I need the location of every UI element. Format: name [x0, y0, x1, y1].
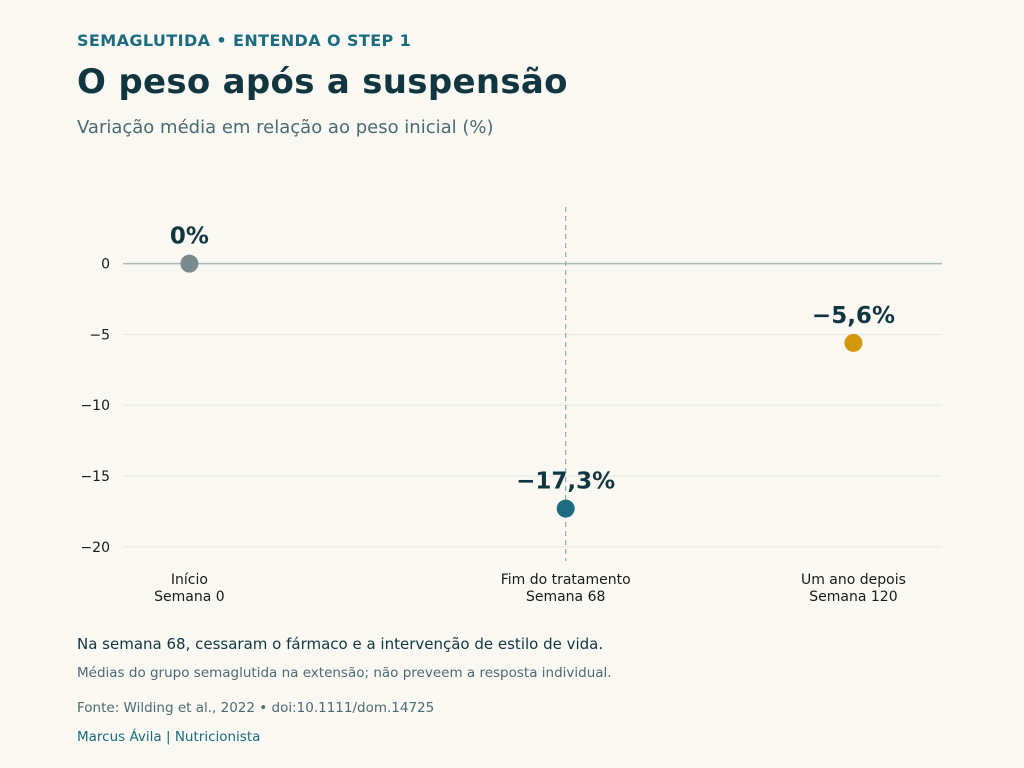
chart-title: O peso após a suspensão — [77, 62, 568, 102]
footer-source: Fonte: Wilding et al., 2022 • doi:10.111… — [77, 700, 435, 716]
x-tick-label: Semana 68 — [526, 589, 605, 605]
footer-note: Na semana 68, cessaram o fármaco e a int… — [77, 635, 604, 653]
x-tick-label: Início — [171, 572, 208, 588]
x-tick-label: Semana 0 — [154, 589, 225, 605]
data-point — [844, 333, 863, 352]
y-tick-label: −20 — [80, 540, 110, 556]
data-point — [556, 499, 575, 518]
data-label: 0% — [170, 224, 209, 250]
footer-author: Marcus Ávila | Nutricionista — [77, 729, 261, 745]
y-tick-label: −10 — [80, 398, 110, 414]
data-label: −5,6% — [812, 303, 895, 329]
y-tick-label: −5 — [89, 327, 110, 343]
chart-kicker: SEMAGLUTIDA • ENTENDA O STEP 1 — [77, 31, 412, 50]
data-label: −17,3% — [516, 469, 615, 495]
y-tick-label: 0 — [101, 257, 110, 273]
x-tick-label: Semana 120 — [809, 589, 897, 605]
x-tick-label: Um ano depois — [801, 572, 906, 588]
data-point — [180, 254, 199, 273]
y-tick-label: −15 — [80, 469, 110, 485]
chart-subtitle: Variação média em relação ao peso inicia… — [77, 117, 494, 138]
footer-caption: Médias do grupo semaglutida na extensão;… — [77, 665, 612, 681]
x-tick-label: Fim do tratamento — [501, 572, 631, 588]
